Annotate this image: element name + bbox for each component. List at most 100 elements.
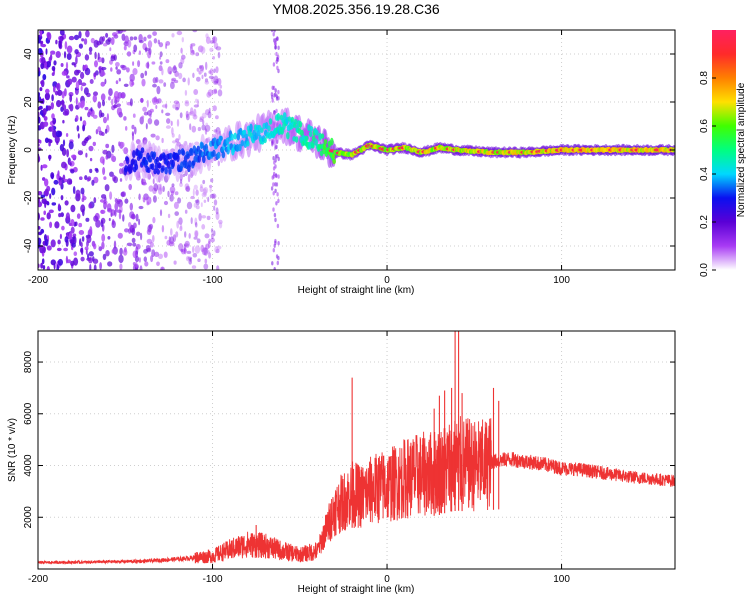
noise-dot [151, 61, 156, 65]
noise-dot [205, 61, 208, 71]
noise-dot [138, 218, 141, 226]
ridge-core [134, 163, 139, 171]
noise-dot [174, 79, 179, 84]
noise-dot [215, 78, 219, 84]
noise-dot [157, 98, 162, 104]
noise-dot [111, 98, 114, 106]
noise-dot [163, 200, 169, 206]
noise-dot [152, 216, 156, 224]
x-tick-label: -200 [28, 275, 48, 286]
noise-dot [206, 91, 212, 98]
noise-dot [71, 154, 77, 159]
noise-dot [111, 219, 115, 226]
noise-dot [116, 209, 122, 213]
chart-title: YM08.2025.356.19.28.C36 [272, 1, 440, 17]
noise-dot [72, 186, 76, 194]
noise-dot [68, 104, 72, 110]
noise-dot [186, 201, 193, 210]
noise-dot [192, 72, 195, 79]
noise-dot [179, 225, 183, 232]
noise-dot [188, 111, 192, 116]
ridge-core [230, 133, 234, 141]
noise-dot [67, 78, 73, 85]
noise-dot [93, 176, 99, 184]
noise-dot [62, 110, 69, 116]
noise-dot [71, 242, 76, 248]
noise-dot [165, 59, 170, 64]
noise-dot [274, 217, 277, 223]
noise-dot [97, 126, 102, 133]
noise-dot [110, 153, 114, 162]
noise-dot [212, 56, 216, 60]
noise-dot [51, 65, 56, 72]
noise-dot [184, 209, 188, 214]
noise-dot [57, 203, 61, 210]
ridge-core [161, 165, 165, 172]
noise-dot [94, 60, 98, 68]
noise-dot [188, 233, 191, 239]
snr-y-ticks: 2000 4000 6000 8000 [23, 350, 675, 528]
noise-dot [71, 76, 77, 83]
noise-dot [65, 255, 68, 264]
noise-dot [77, 150, 83, 156]
noise-dot [194, 230, 198, 238]
noise-dot [81, 140, 87, 147]
noise-dot [275, 182, 279, 187]
noise-dot [70, 226, 75, 234]
noise-dot [132, 242, 137, 247]
ridge-core [242, 129, 247, 135]
noise-dot [46, 266, 50, 270]
noise-dot [84, 175, 88, 181]
noise-dot [210, 228, 214, 233]
noise-dot [180, 248, 183, 253]
noise-dot [195, 98, 198, 104]
noise-dot [166, 240, 171, 246]
colorbar-tick-label: 0.2 [699, 215, 710, 229]
noise-dot [70, 204, 76, 213]
noise-dot [44, 92, 51, 101]
noise-dot [56, 247, 62, 252]
noise-dot [110, 55, 116, 62]
noise-dot [67, 259, 71, 264]
noise-dot [185, 256, 190, 262]
noise-dot [276, 192, 279, 197]
noise-dot [213, 80, 219, 85]
noise-dot [84, 54, 90, 61]
ridge-core [314, 138, 318, 146]
noise-dot [79, 116, 83, 122]
noise-dot [133, 36, 138, 41]
noise-dot [193, 202, 198, 208]
noise-dot [161, 267, 164, 270]
noise-dot [53, 85, 56, 93]
noise-dot [93, 215, 99, 222]
noise-dot [119, 263, 123, 270]
noise-dot [81, 197, 85, 202]
noise-dot [187, 173, 191, 183]
noise-dot [183, 244, 186, 252]
noise-dot [171, 127, 174, 135]
noise-dot [107, 203, 112, 212]
x-tick-label: -100 [203, 574, 223, 585]
noise-dot [167, 190, 170, 198]
noise-dot [75, 97, 78, 106]
noise-dot [188, 259, 192, 265]
noise-dot [156, 85, 161, 95]
noise-dot [92, 141, 97, 147]
noise-dot [99, 36, 104, 45]
noise-dot [201, 247, 207, 256]
noise-dot [274, 164, 277, 169]
noise-dot [216, 245, 222, 250]
noise-dot [131, 133, 135, 141]
noise-dot [161, 109, 164, 114]
noise-dot [158, 42, 164, 48]
noise-dot [108, 96, 111, 101]
noise-dot [101, 66, 107, 71]
noise-dot [108, 88, 113, 97]
noise-dot [162, 185, 165, 192]
noise-dot [139, 265, 143, 270]
x-tick-label: 0 [384, 574, 390, 585]
noise-dot [152, 83, 157, 88]
noise-dot [165, 43, 168, 50]
noise-dot [85, 152, 88, 158]
noise-dot [170, 228, 173, 236]
